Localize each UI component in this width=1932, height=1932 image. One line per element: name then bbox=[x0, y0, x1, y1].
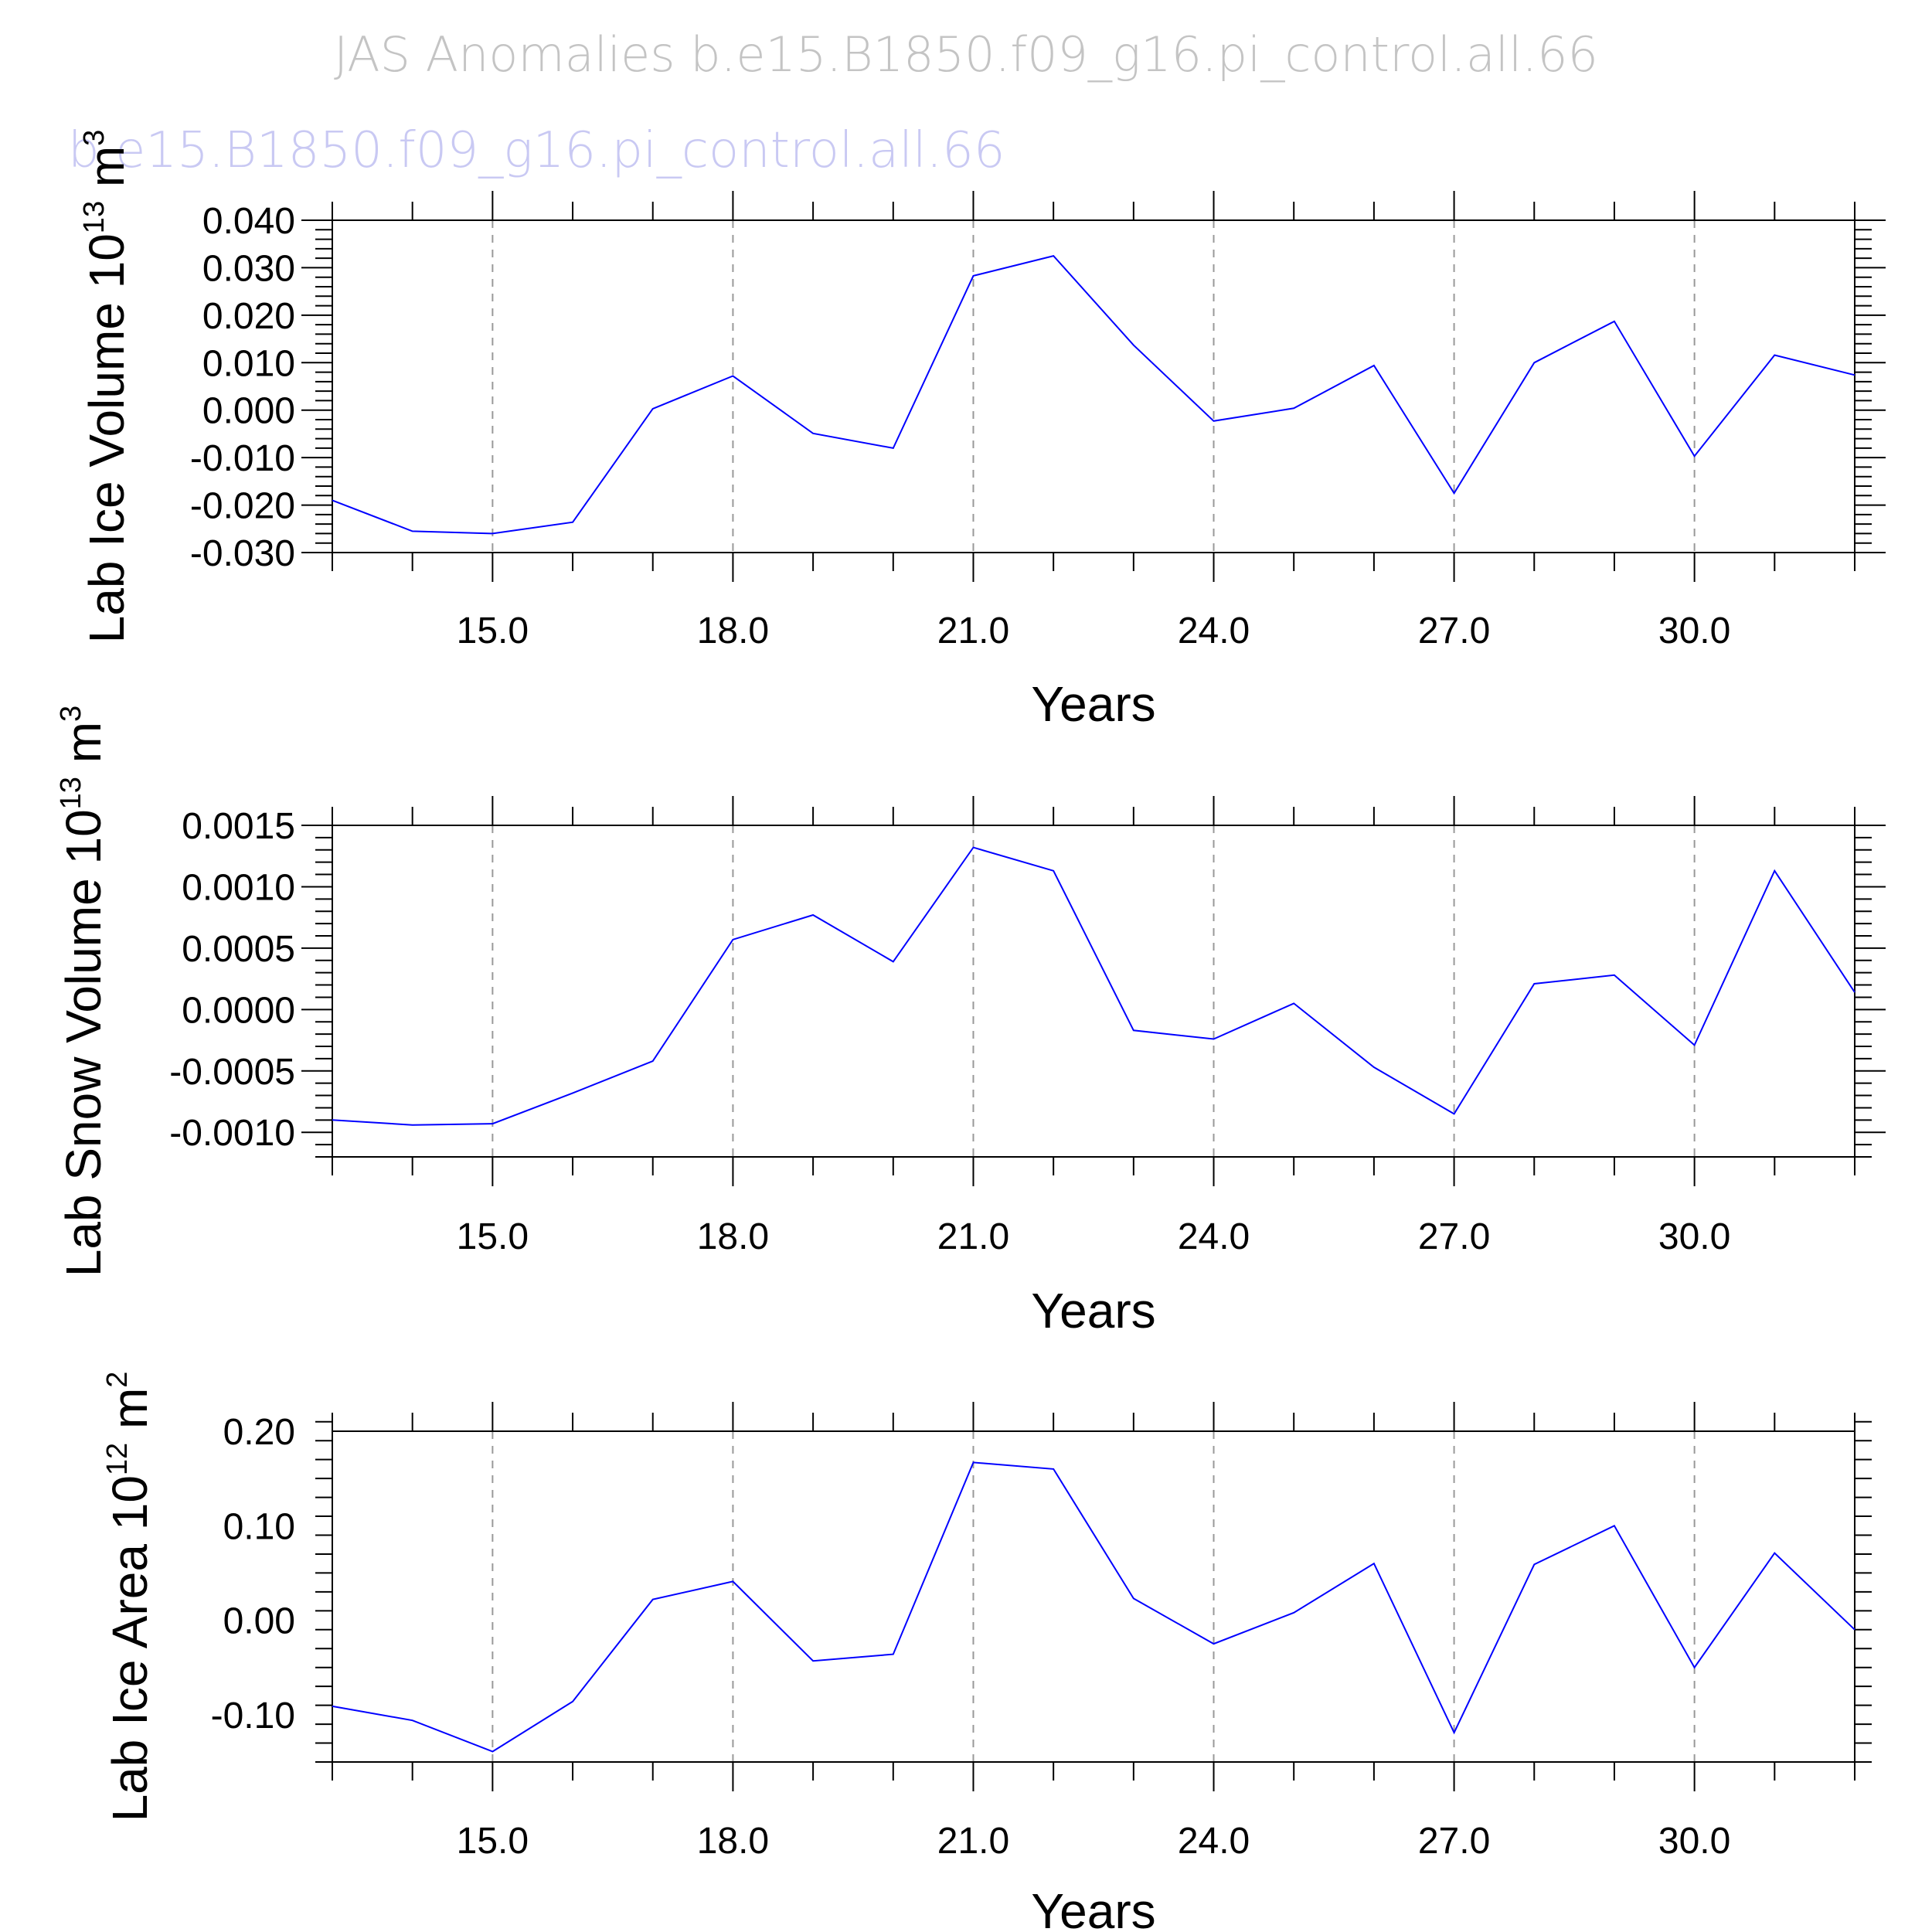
y-tick-label: -0.020 bbox=[190, 486, 295, 527]
y-tick-label: 0.0015 bbox=[182, 806, 295, 847]
main-title: JAS Anomalies b.e15.B1850.f09_g16.pi_con… bbox=[334, 26, 1598, 83]
x-tick-label: 18.0 bbox=[697, 611, 769, 651]
y-tick-label: 0.040 bbox=[202, 201, 295, 242]
x-tick-label: 21.0 bbox=[937, 611, 1009, 651]
chart-panel-3: -0.10 0.00 0.10 0.20 15.0 18.0 21.0 24.0 27.0 30.… bbox=[101, 1372, 1872, 1932]
y-axis-label-unit: m bbox=[79, 146, 134, 201]
y-tick-label: 0.20 bbox=[223, 1412, 295, 1453]
y-tick-label: 0.00 bbox=[223, 1601, 295, 1642]
x-tick-label: 15.0 bbox=[457, 611, 529, 651]
y-tick-label: 0.0010 bbox=[182, 867, 295, 908]
x-tick-label: 21.0 bbox=[937, 1821, 1009, 1862]
series-line bbox=[332, 1461, 1855, 1753]
y-axis-label-unit: m bbox=[102, 1388, 158, 1443]
y-tick-label: 0.10 bbox=[223, 1506, 295, 1547]
y-tick-label: 0.020 bbox=[202, 296, 295, 337]
x-tick-label: 30.0 bbox=[1658, 1821, 1730, 1862]
y-axis-label-unit-exponent: 3 bbox=[55, 706, 87, 722]
y-tick-label: 0.0000 bbox=[182, 990, 295, 1031]
x-tick-label: 15.0 bbox=[457, 1216, 529, 1257]
y-tick-label: 0.0005 bbox=[182, 929, 295, 970]
x-tick-label: 21.0 bbox=[937, 1216, 1009, 1257]
x-tick-label: 24.0 bbox=[1178, 611, 1250, 651]
y-axis-label-exponent: 13 bbox=[78, 201, 111, 233]
y-axis-label-unit-exponent: 3 bbox=[78, 130, 111, 146]
x-axis-label: Years bbox=[1031, 1883, 1155, 1932]
y-tick-label: -0.0005 bbox=[169, 1052, 295, 1093]
y-axis-label-unit: m bbox=[56, 722, 111, 777]
y-tick-label: 0.010 bbox=[202, 343, 295, 384]
plot-frame bbox=[332, 825, 1855, 1158]
x-tick-label: 15.0 bbox=[457, 1821, 529, 1862]
x-axis-label: Years bbox=[1031, 1283, 1155, 1338]
y-tick-label: -0.030 bbox=[190, 533, 295, 574]
y-axis-label-exponent: 12 bbox=[101, 1443, 134, 1475]
series-line bbox=[332, 254, 1855, 535]
y-axis-label-text: Lab Snow Volume 10 bbox=[56, 809, 111, 1277]
series-line bbox=[332, 846, 1855, 1126]
panels: -0.030 -0.020 -0.010 0.000 0.010 0.020 0.030 0.… bbox=[55, 130, 1886, 1932]
x-tick-label: 24.0 bbox=[1178, 1821, 1250, 1862]
y-axis-label: Lab Ice Volume 1013 m3 bbox=[78, 130, 134, 644]
y-axis-label-text: Lab Ice Volume 10 bbox=[79, 233, 134, 643]
plot-frame bbox=[332, 1430, 1855, 1763]
x-tick-label: 27.0 bbox=[1418, 611, 1490, 651]
x-tick-label: 18.0 bbox=[697, 1216, 769, 1257]
x-tick-label: 30.0 bbox=[1658, 1216, 1730, 1257]
y-tick-label: 0.030 bbox=[202, 248, 295, 289]
x-tick-label: 18.0 bbox=[697, 1821, 769, 1862]
plot-frame bbox=[332, 219, 1855, 553]
y-axis-label-exponent: 13 bbox=[55, 777, 87, 809]
x-tick-label: 30.0 bbox=[1658, 611, 1730, 651]
y-axis-label: Lab Snow Volume 1013 m3 bbox=[55, 706, 111, 1277]
y-axis-label-text: Lab Ice Area 10 bbox=[102, 1475, 158, 1821]
x-tick-label: 27.0 bbox=[1418, 1821, 1490, 1862]
chart-panel-1: -0.030 -0.020 -0.010 0.000 0.010 0.020 0.030 0.… bbox=[78, 130, 1886, 732]
y-tick-label: 0.000 bbox=[202, 391, 295, 432]
y-tick-label: -0.010 bbox=[190, 438, 295, 479]
chart-panel-2: -0.0010 -0.0005 0.0000 0.0005 0.0010 0.0015 15… bbox=[55, 706, 1886, 1338]
y-tick-label: -0.0010 bbox=[169, 1113, 295, 1154]
y-tick-label: -0.10 bbox=[211, 1696, 295, 1736]
x-tick-label: 24.0 bbox=[1178, 1216, 1250, 1257]
x-tick-label: 27.0 bbox=[1418, 1216, 1490, 1257]
run-subtitle: b.e15.B1850.f09_g16.pi_control.all.66 bbox=[68, 122, 1005, 179]
x-axis-label: Years bbox=[1031, 676, 1155, 732]
y-axis-label: Lab Ice Area 1012 m2 bbox=[101, 1372, 158, 1822]
y-axis-label-unit-exponent: 2 bbox=[101, 1372, 134, 1388]
